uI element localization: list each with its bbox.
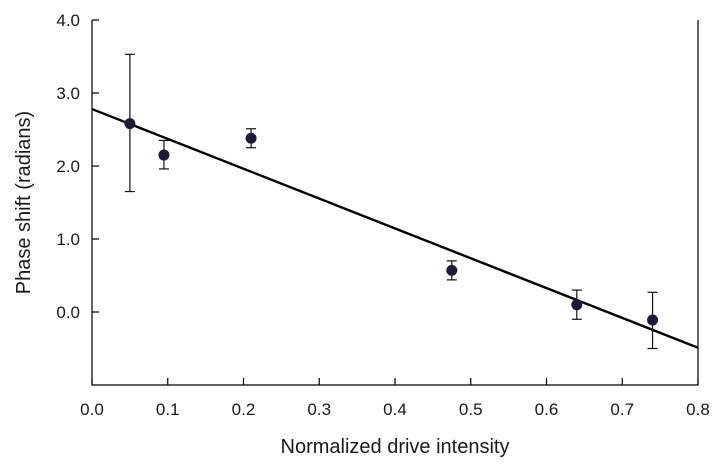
x-axis-title: Normalized drive intensity: [281, 436, 510, 458]
data-point: [245, 132, 257, 144]
y-tick-label: 1.0: [56, 230, 80, 249]
data-point: [158, 149, 170, 161]
ticks: 0.0 0.1 0.2 0.3 0.4 0.5 0.6 0.7 0.8 0.0 1.0 2.0 3.0 4…: [56, 11, 709, 419]
y-tick-label: 0.0: [56, 303, 80, 322]
x-tick-label: 0.2: [232, 400, 256, 419]
x-tick-label: 0.3: [307, 400, 331, 419]
x-tick-label: 0.6: [535, 400, 559, 419]
x-tick-label: 0.4: [383, 400, 407, 419]
fit-line-group: [91, 107, 699, 349]
axis-frame: [91, 20, 699, 386]
data-point: [647, 314, 659, 326]
x-tick-label: 0.0: [80, 400, 104, 419]
data-point: [124, 118, 136, 130]
y-tick-label: 3.0: [56, 84, 80, 103]
x-tick-label: 0.7: [610, 400, 634, 419]
fit-line: [91, 107, 699, 349]
x-tick-label: 0.1: [156, 400, 180, 419]
y-tick-label: 2.0: [56, 157, 80, 176]
data-point: [571, 299, 583, 311]
y-tick-label: 4.0: [56, 11, 80, 30]
data-points: [124, 53, 659, 350]
x-tick-label: 0.8: [686, 400, 710, 419]
y-axis-title: Phase shift (radians): [13, 111, 35, 294]
data-point: [446, 264, 458, 276]
axes: [91, 20, 699, 386]
x-tick-label: 0.5: [459, 400, 483, 419]
